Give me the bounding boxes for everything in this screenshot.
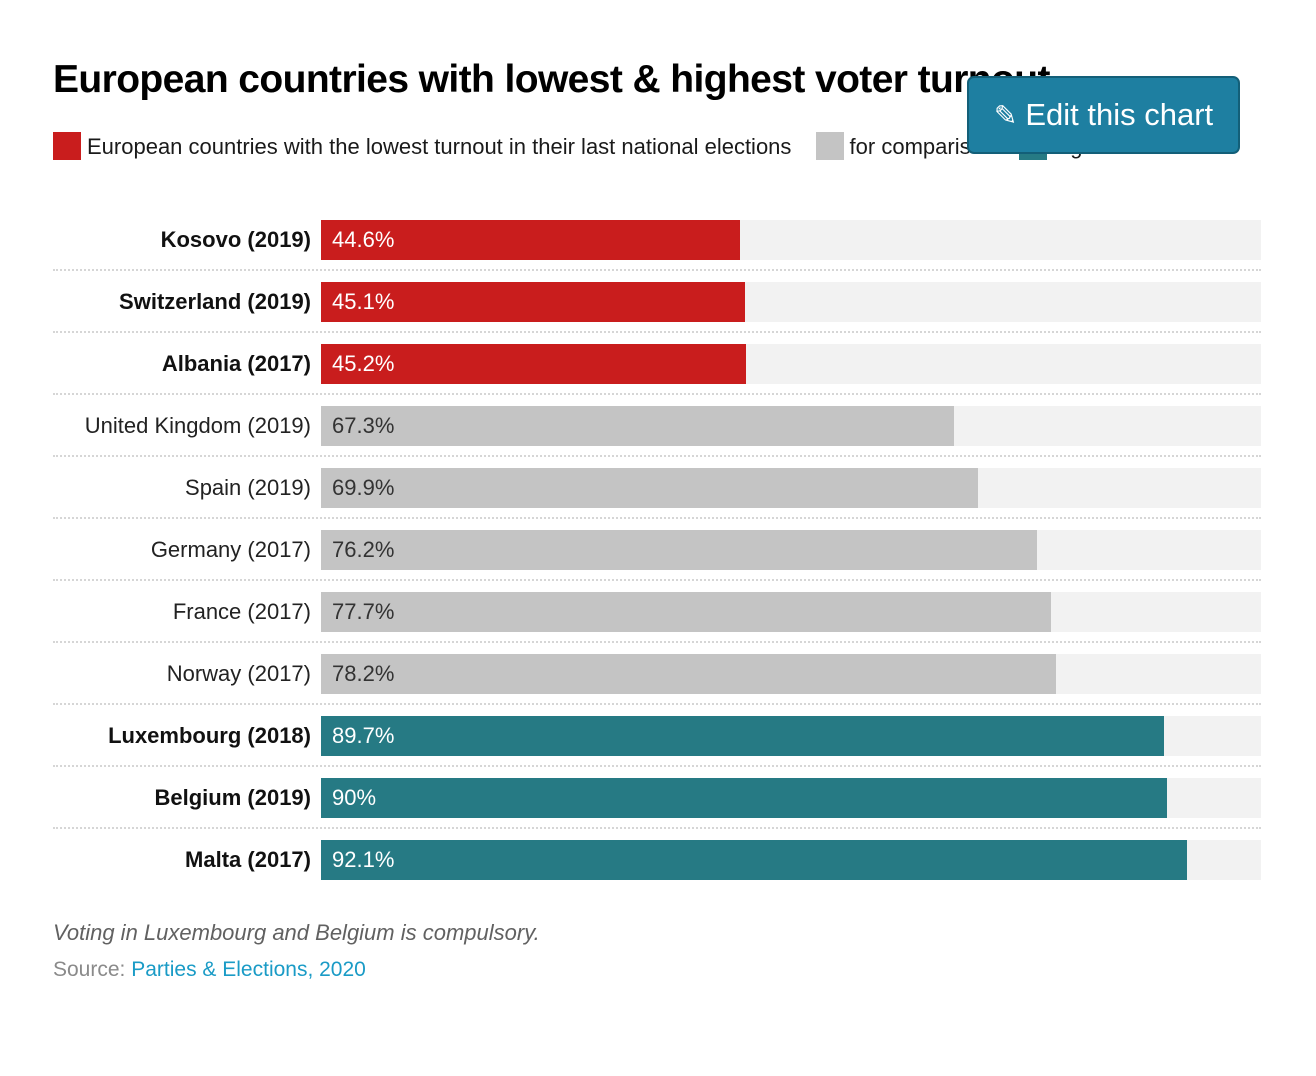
bar-track: 69.9% bbox=[321, 468, 1261, 508]
bar-row: Spain (2019) 69.9% bbox=[53, 468, 1261, 519]
value-label: 69.9% bbox=[332, 475, 395, 500]
bar-track: 45.1% bbox=[321, 282, 1261, 322]
bar-low bbox=[321, 344, 746, 384]
bar-track: 45.2% bbox=[321, 344, 1261, 384]
value-label: 67.3% bbox=[332, 413, 395, 438]
bar-chart: Kosovo (2019) 44.6% Switzerland (2019) 45.1… bbox=[53, 220, 1261, 902]
bar-high bbox=[321, 840, 1187, 880]
bar-high bbox=[321, 778, 1167, 818]
bar-row: Albania (2017) 45.2% bbox=[53, 344, 1261, 395]
category-label: Switzerland (2019) bbox=[119, 289, 311, 314]
legend-item-low: European countries with the lowest turno… bbox=[53, 132, 798, 160]
bar-compare bbox=[321, 530, 1038, 570]
edit-chart-label: Edit this chart bbox=[1025, 97, 1214, 132]
bar-compare bbox=[321, 406, 954, 446]
bar-track: 89.7% bbox=[321, 716, 1261, 756]
bar-row: Germany (2017) 76.2% bbox=[53, 530, 1261, 581]
bar-compare bbox=[321, 468, 979, 508]
value-label: 92.1% bbox=[332, 847, 395, 872]
value-label: 44.6% bbox=[332, 227, 395, 252]
value-label: 45.1% bbox=[332, 289, 395, 314]
source-line: Source: Parties & Elections, 2020 bbox=[53, 958, 366, 982]
bar-track: 44.6% bbox=[321, 220, 1261, 260]
legend-swatch-low bbox=[53, 132, 81, 160]
bar-track: 77.7% bbox=[321, 592, 1261, 632]
chart-title: European countries with lowest & highest… bbox=[53, 58, 1050, 101]
value-label: 45.2% bbox=[332, 351, 395, 376]
source-link[interactable]: Parties & Elections, 2020 bbox=[131, 958, 366, 981]
category-label: France (2017) bbox=[172, 599, 311, 624]
bar-track: 78.2% bbox=[321, 654, 1261, 694]
value-label: 77.7% bbox=[332, 599, 395, 624]
source-prefix: Source: bbox=[53, 958, 132, 981]
bar-row: Luxembourg (2018) 89.7% bbox=[53, 716, 1261, 767]
category-label: Malta (2017) bbox=[185, 847, 311, 872]
bar-low bbox=[321, 220, 741, 260]
bar-track: 67.3% bbox=[321, 406, 1261, 446]
category-label: Luxembourg (2018) bbox=[108, 723, 311, 748]
value-label: 78.2% bbox=[332, 661, 395, 686]
bar-row: Switzerland (2019) 45.1% bbox=[53, 282, 1261, 333]
bar-track: 76.2% bbox=[321, 530, 1261, 570]
legend-label-low: European countries with the lowest turno… bbox=[87, 134, 792, 159]
chart-note: Voting in Luxembourg and Belgium is comp… bbox=[53, 920, 540, 945]
category-label: Norway (2017) bbox=[166, 661, 311, 686]
bar-compare bbox=[321, 654, 1057, 694]
category-label: Belgium (2019) bbox=[154, 785, 312, 810]
pencil-icon: ✎ bbox=[993, 99, 1018, 131]
value-label: 89.7% bbox=[332, 723, 395, 748]
bar-high bbox=[321, 716, 1165, 756]
value-label: 90% bbox=[332, 785, 377, 810]
category-label: Kosovo (2019) bbox=[160, 227, 311, 252]
category-label: Albania (2017) bbox=[161, 351, 311, 376]
value-label: 76.2% bbox=[332, 537, 395, 562]
category-label: Spain (2019) bbox=[185, 475, 311, 500]
bar-row: Malta (2017) 92.1% bbox=[53, 840, 1261, 880]
bar-row: United Kingdom (2019) 67.3% bbox=[53, 406, 1261, 457]
bar-track: 90% bbox=[321, 778, 1261, 818]
edit-chart-button[interactable]: ✎ Edit this chart bbox=[967, 76, 1240, 154]
bar-low bbox=[321, 282, 745, 322]
bar-compare bbox=[321, 592, 1052, 632]
bar-track: 92.1% bbox=[321, 840, 1261, 880]
category-label: Germany (2017) bbox=[150, 537, 311, 562]
bar-row: Kosovo (2019) 44.6% bbox=[53, 220, 1261, 271]
bar-row: Norway (2017) 78.2% bbox=[53, 654, 1261, 705]
legend-swatch-compare bbox=[815, 132, 844, 160]
bar-row: France (2017) 77.7% bbox=[53, 592, 1261, 643]
category-label: United Kingdom (2019) bbox=[84, 413, 311, 438]
bar-row: Belgium (2019) 90% bbox=[53, 778, 1261, 829]
